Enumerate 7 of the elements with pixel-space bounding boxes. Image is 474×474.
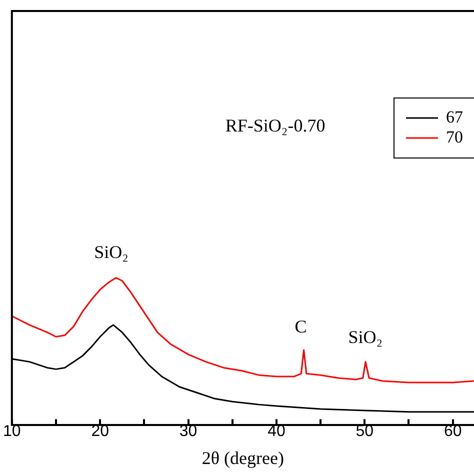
x-axis-title: 2θ (degree) bbox=[202, 448, 284, 468]
annotation: C bbox=[294, 316, 307, 337]
legend-label: 70 bbox=[446, 127, 463, 146]
text: SiO₂ bbox=[94, 242, 128, 262]
legend-label: 67 bbox=[446, 107, 464, 126]
text: RF-SiO₂-0.70 bbox=[225, 116, 326, 136]
annotation: SiO₂ bbox=[348, 326, 383, 347]
